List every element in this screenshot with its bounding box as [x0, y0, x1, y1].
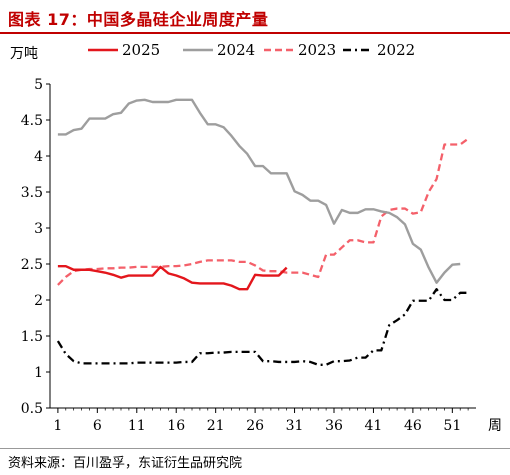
source-note: 资料来源：百川盈孚，东证衍生品研究院: [8, 456, 243, 471]
y-tick-label: 1.5: [21, 329, 43, 345]
series-line-2023: [57, 137, 469, 286]
y-tick-label: 3: [34, 221, 43, 237]
chart-legend: 2025 2024 2023 2022: [88, 41, 415, 59]
legend-label-2024: 2024: [217, 41, 255, 59]
chart-series-lines: [56, 98, 469, 366]
y-tick-label: 2.5: [21, 257, 43, 273]
source-divider: [0, 448, 510, 449]
chart-axes: 0.511.522.533.544.551 6 11 16 21 26 31 36 41 46 51: [21, 77, 476, 434]
y-tick-label: 4: [34, 149, 43, 165]
legend-label-2025: 2025: [122, 41, 160, 59]
x-tick-label: 16: [167, 418, 185, 434]
series-line-2025: [57, 264, 288, 291]
x-tick-label: 36: [325, 418, 343, 434]
y-tick-label: 1: [34, 365, 43, 381]
line-chart: 万吨 周 0.511.522.533.544.551 6 11 16 21 26 31 36 4…: [10, 41, 502, 434]
x-axis-unit-label: 周: [488, 418, 502, 434]
y-axis-unit-label: 万吨: [10, 46, 38, 62]
x-tick-label: 51: [443, 418, 461, 434]
x-tick-label: 21: [207, 418, 225, 434]
series-line-2024: [57, 98, 461, 284]
y-tick-label: 2: [34, 293, 43, 309]
y-tick-label: 5: [34, 77, 43, 93]
x-tick-label: 31: [286, 418, 304, 434]
x-tick-label: 11: [128, 418, 146, 434]
y-tick-label: 4.5: [21, 113, 43, 129]
series-line-2022: [56, 288, 469, 366]
y-tick-label: 3.5: [21, 185, 43, 201]
legend-label-2022: 2022: [377, 41, 415, 59]
figure-title: 图表 17：中国多晶硅企业周度产量: [8, 10, 269, 29]
x-tick-label: 6: [93, 418, 102, 434]
x-tick-label: 1: [53, 418, 62, 434]
title-underline: [0, 32, 510, 34]
legend-label-2023: 2023: [298, 41, 336, 59]
y-tick-label: 0.5: [21, 401, 43, 417]
x-tick-label: 26: [246, 418, 264, 434]
x-tick-label: 46: [404, 418, 422, 434]
x-tick-label: 41: [365, 418, 383, 434]
